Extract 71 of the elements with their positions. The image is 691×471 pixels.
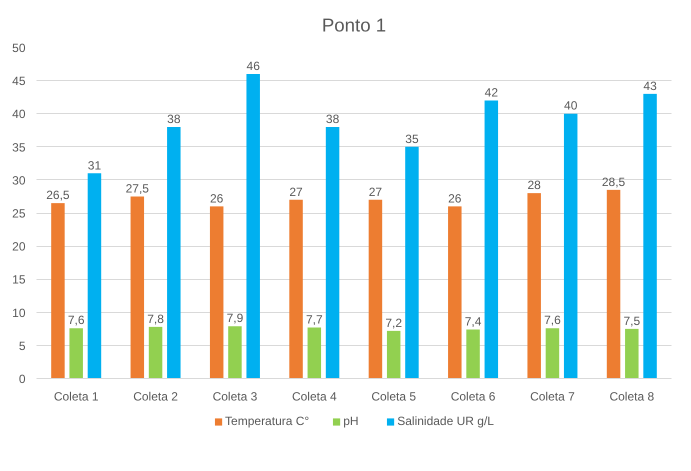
y-tick-label: 35	[12, 140, 26, 154]
y-tick-label: 45	[12, 74, 26, 88]
bar	[448, 206, 462, 378]
x-tick-label: Coleta 8	[609, 390, 654, 404]
bar	[643, 94, 657, 378]
data-label: 38	[326, 112, 340, 126]
data-label: 27	[289, 184, 304, 199]
bar	[289, 200, 303, 378]
data-label: 7,7	[306, 312, 323, 327]
legend-label: Salinidade UR g/L	[397, 414, 494, 428]
data-label: 35	[405, 132, 419, 146]
y-tick-label: 0	[18, 372, 26, 386]
data-label: 7,9	[226, 311, 244, 326]
bar	[405, 146, 419, 378]
bar	[527, 193, 541, 378]
x-tick-label: Coleta 5	[371, 390, 416, 404]
data-label: 31	[88, 158, 102, 172]
data-label: 40	[564, 98, 578, 113]
y-tick-label: 50	[12, 41, 26, 55]
y-tick-label: 10	[12, 306, 26, 320]
bar	[210, 206, 224, 378]
bar	[606, 190, 620, 378]
data-label: 7,6	[68, 313, 85, 328]
bar	[625, 328, 639, 378]
data-label: 26,5	[46, 188, 70, 202]
data-label: 7,8	[147, 312, 164, 326]
x-tick-label: Coleta 1	[54, 390, 99, 404]
chart-title: Ponto 1	[322, 14, 386, 36]
data-label: 26	[448, 191, 462, 206]
bar	[326, 126, 340, 378]
bar	[466, 330, 480, 378]
y-tick-label: 5	[18, 338, 26, 353]
data-label: 28	[528, 178, 542, 192]
data-label: 43	[643, 78, 658, 93]
bar	[546, 328, 560, 378]
x-tick-label: Coleta 6	[450, 390, 496, 404]
bar	[368, 200, 382, 378]
bar	[88, 173, 102, 378]
bar	[51, 203, 65, 378]
bar	[148, 326, 162, 378]
data-label: 42	[484, 85, 498, 100]
legend-label: pH	[343, 414, 360, 428]
bar	[386, 330, 400, 378]
y-tick-label: 15	[12, 272, 26, 287]
bar	[564, 114, 578, 378]
bar	[246, 74, 260, 378]
data-label: 26	[210, 191, 224, 206]
y-tick-label: 25	[12, 206, 26, 220]
y-tick-label: 20	[12, 240, 26, 254]
data-label: 7,4	[464, 314, 482, 329]
bar	[308, 328, 322, 378]
bar	[228, 326, 242, 378]
data-label: 38	[167, 112, 181, 126]
data-label: 28,5	[602, 174, 626, 189]
data-label: 27	[368, 184, 382, 199]
data-label: 7,5	[623, 314, 640, 328]
data-label: 7,6	[544, 313, 562, 328]
x-tick-label: Coleta 2	[133, 390, 178, 404]
data-label: 27,5	[126, 181, 150, 196]
x-tick-label: Coleta 7	[530, 390, 576, 404]
bar	[130, 196, 144, 378]
bar	[167, 126, 181, 378]
data-label: 46	[246, 58, 260, 73]
bar	[69, 328, 83, 378]
x-tick-label: Coleta 4	[292, 390, 337, 404]
legend-label: Temperatura C°	[225, 414, 310, 428]
y-tick-label: 30	[12, 173, 26, 188]
data-label: 7,2	[385, 316, 402, 330]
y-tick-label: 40	[12, 107, 26, 122]
x-tick-label: Coleta 3	[212, 390, 258, 404]
bar	[484, 100, 498, 378]
